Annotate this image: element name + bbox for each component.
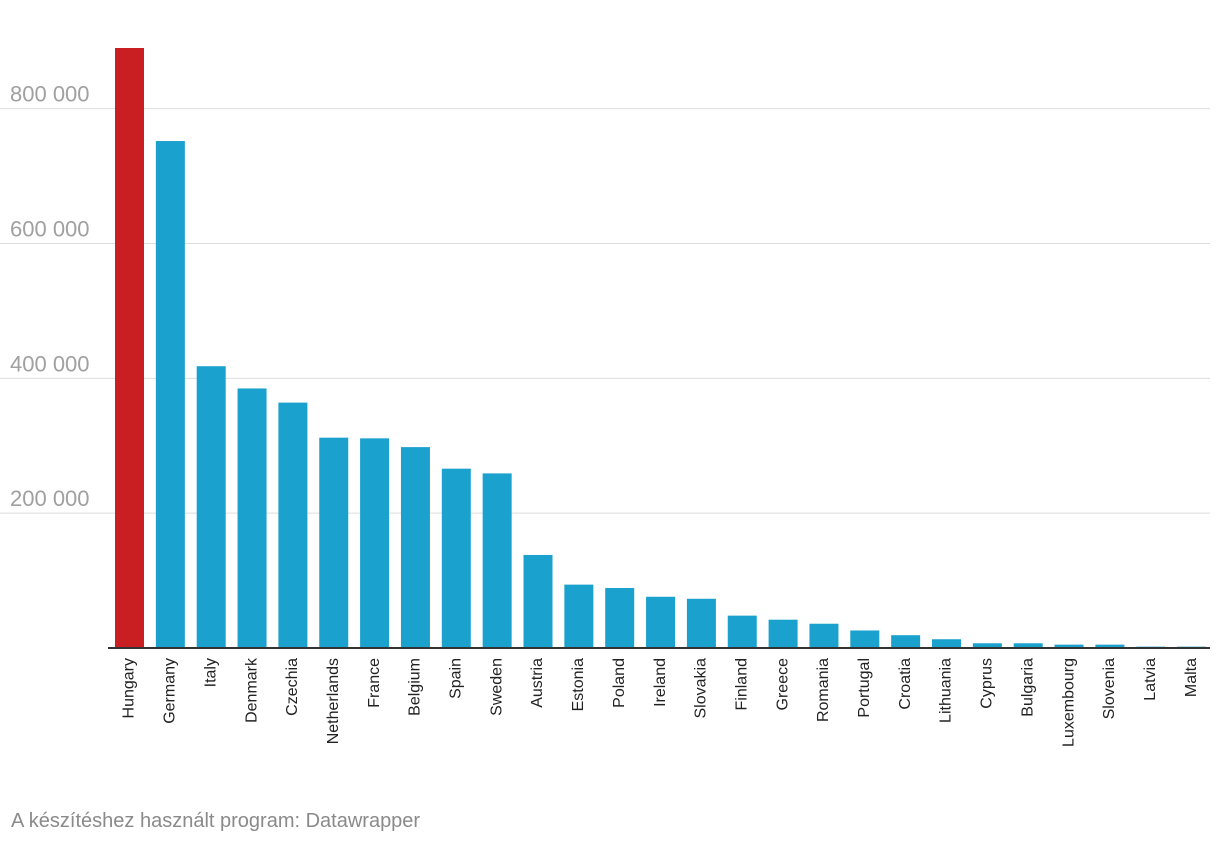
- bar-bulgaria: [1013, 643, 1043, 648]
- bar-belgium: [400, 447, 430, 648]
- x-tick-label: Germany: [162, 658, 179, 724]
- source-credit: A készítéshez használt program: Datawrap…: [11, 810, 421, 832]
- x-tick-label: Poland: [611, 658, 628, 708]
- y-tick-label: 600 000: [10, 217, 90, 242]
- bar-denmark: [237, 388, 267, 648]
- y-tick-label: 400 000: [10, 351, 90, 376]
- bar-france: [360, 438, 390, 648]
- x-tick-label: Sweden: [488, 658, 505, 716]
- x-tick-label: Ireland: [652, 658, 669, 707]
- x-tick-label: Italy: [202, 658, 219, 687]
- y-tick-label: 800 000: [10, 82, 90, 107]
- bar-estonia: [564, 584, 594, 648]
- x-tick-label: Belgium: [407, 658, 424, 716]
- bar-greece: [768, 619, 798, 648]
- bar-slovakia: [686, 598, 716, 648]
- bar-chart: 200 000 400 000 600 000 800 000 Hungary Germ…: [0, 48, 1210, 747]
- x-tick-label: Finland: [733, 658, 750, 710]
- bar-portugal: [850, 630, 880, 648]
- bar-italy: [196, 366, 226, 648]
- x-tick-label: Cyprus: [979, 658, 996, 709]
- chart-svg: 200 000 400 000 600 000 800 000 Hungary Germ…: [0, 48, 1210, 747]
- x-tick-label: Latvia: [1142, 658, 1159, 701]
- bar-czechia: [278, 402, 308, 648]
- x-tick-label: Estonia: [570, 658, 587, 711]
- x-tick-label: Hungary: [121, 658, 138, 718]
- bar-sweden: [482, 473, 512, 648]
- bar-croatia: [891, 635, 921, 648]
- bar-lithuania: [932, 639, 961, 648]
- bar-hungary: [115, 48, 144, 648]
- bar-layer: [115, 48, 1207, 649]
- bar-finland: [727, 615, 757, 648]
- bar-romania: [809, 623, 839, 648]
- bar-luxembourg: [1054, 644, 1084, 648]
- x-tick-label: Slovenia: [1101, 658, 1118, 719]
- bar-poland: [605, 588, 635, 648]
- grid-layer: 200 000 400 000 600 000 800 000: [0, 82, 1210, 514]
- bar-netherlands: [319, 437, 349, 648]
- bar-cyprus: [972, 643, 1002, 648]
- bar-ireland: [646, 596, 676, 648]
- x-tick-label: Lithuania: [938, 658, 955, 723]
- x-tick-label: Croatia: [897, 658, 914, 710]
- bar-spain: [441, 468, 471, 648]
- x-tick-label: Denmark: [243, 657, 260, 723]
- x-tick-label: Luxembourg: [1060, 658, 1077, 747]
- bar-germany: [155, 141, 185, 649]
- x-tick-label: Spain: [448, 658, 465, 699]
- x-tick-label: Netherlands: [325, 658, 342, 744]
- x-tick-label: Greece: [774, 658, 791, 711]
- x-tick-label: Austria: [529, 658, 546, 708]
- x-tick-label: Malta: [1183, 658, 1200, 697]
- x-tick-label: France: [366, 658, 383, 708]
- x-tick-label: Slovakia: [693, 658, 710, 719]
- bar-slovenia: [1095, 644, 1125, 648]
- x-tick-label: Czechia: [284, 658, 301, 716]
- x-tick-label: Bulgaria: [1019, 658, 1036, 717]
- x-tick-label: Romania: [815, 658, 832, 722]
- bar-austria: [523, 554, 553, 648]
- y-tick-label: 200 000: [10, 486, 90, 511]
- x-tick-label: Portugal: [856, 658, 873, 718]
- axis-layer: Hungary Germany Italy Denmark Czechia Netherl…: [108, 647, 1210, 747]
